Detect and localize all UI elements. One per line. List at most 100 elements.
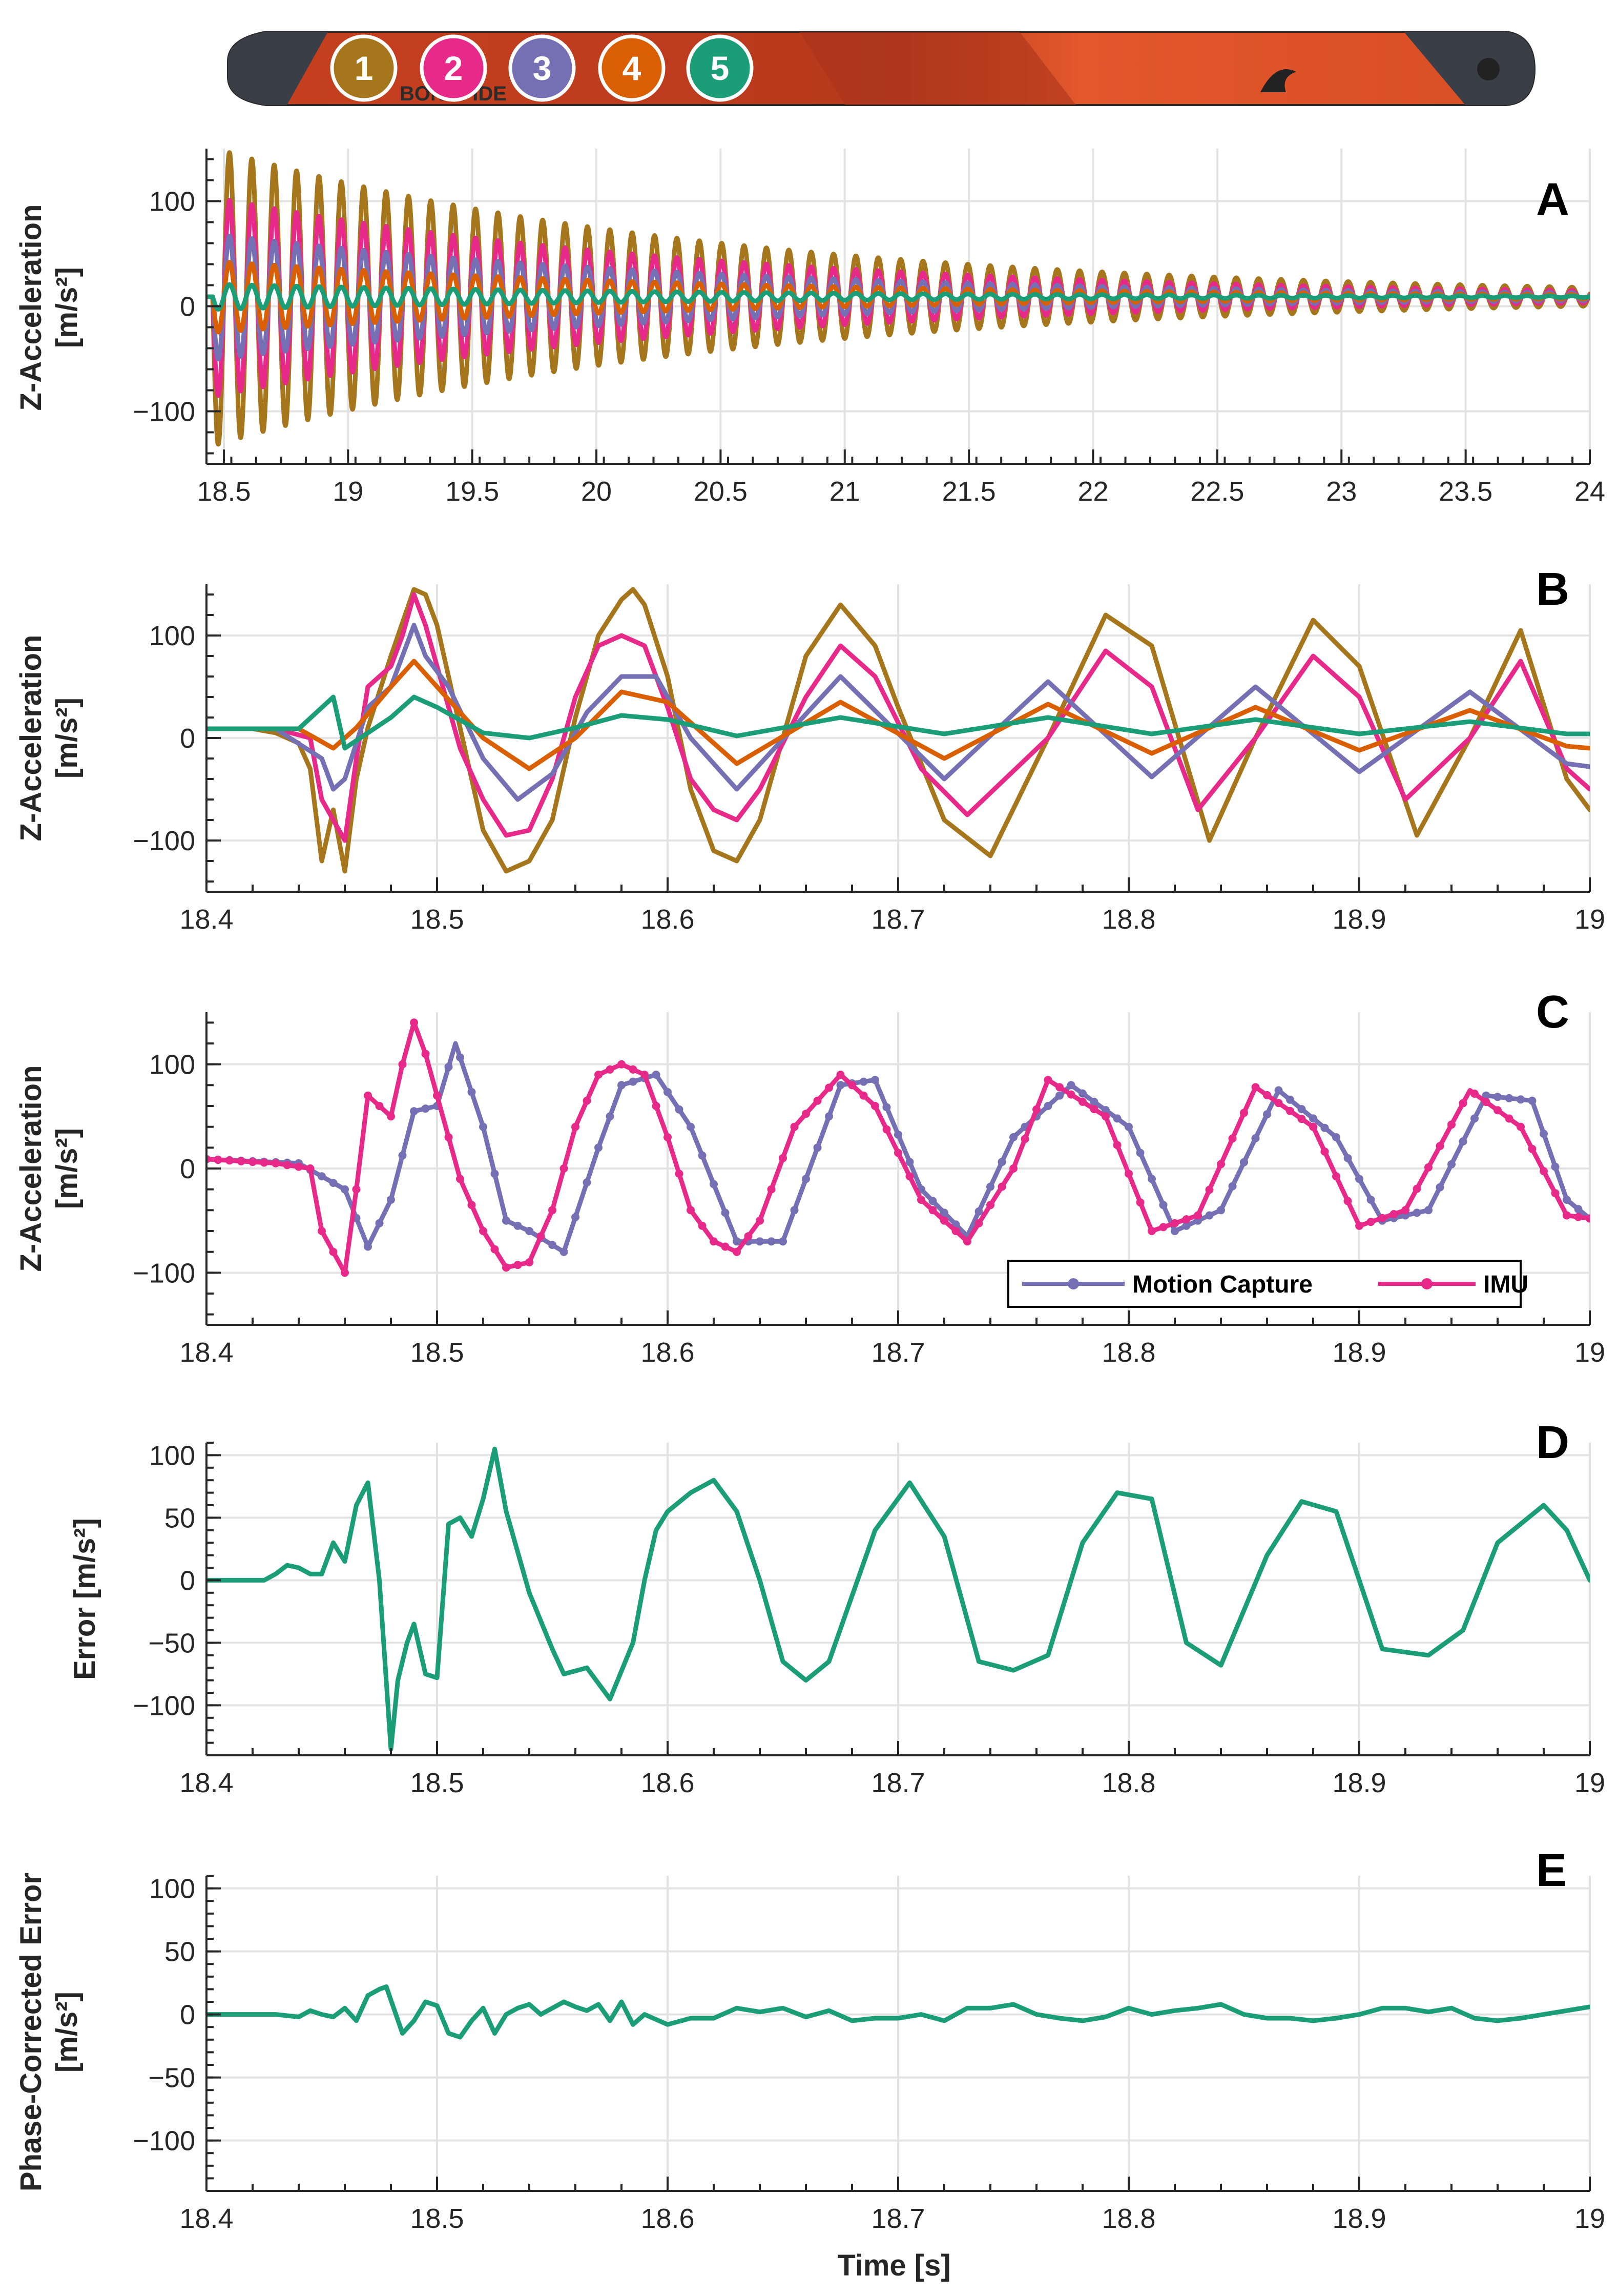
ski-marker-4 bbox=[598, 34, 666, 102]
series-point-c-imu bbox=[536, 1232, 545, 1241]
series-point-c-imu bbox=[433, 1091, 441, 1100]
series-point-c-motion-capture bbox=[1297, 1105, 1306, 1114]
series-point-c-imu bbox=[1102, 1112, 1110, 1121]
series-point-c-motion-capture bbox=[905, 1158, 914, 1166]
x-tick-label-b: 18.6 bbox=[640, 904, 694, 935]
ylabel-a-line2: [m/s²] bbox=[50, 267, 84, 348]
series-point-c-imu bbox=[479, 1227, 487, 1235]
ski-marker-label-1: 1 bbox=[355, 49, 374, 87]
series-point-c-imu bbox=[283, 1161, 292, 1170]
series-point-c-motion-capture bbox=[928, 1197, 937, 1205]
series-point-c-motion-capture bbox=[1228, 1182, 1237, 1191]
series-point-c-imu bbox=[214, 1156, 222, 1164]
series-point-c-motion-capture bbox=[1205, 1211, 1214, 1220]
series-point-c-motion-capture bbox=[479, 1122, 487, 1131]
series-point-c-imu bbox=[1286, 1106, 1294, 1115]
series-point-c-motion-capture bbox=[1355, 1175, 1363, 1183]
series-point-c-imu bbox=[1320, 1147, 1329, 1156]
series-point-c-motion-capture bbox=[1136, 1149, 1145, 1157]
series-point-c-imu bbox=[456, 1175, 464, 1183]
series-point-c-motion-capture bbox=[1067, 1081, 1075, 1090]
x-tick-label-c: 18.5 bbox=[410, 1337, 464, 1368]
series-point-c-imu bbox=[825, 1083, 833, 1092]
ski-tip-dark bbox=[1404, 32, 1534, 105]
series-point-c-motion-capture bbox=[1309, 1114, 1317, 1123]
series-point-c-motion-capture bbox=[698, 1151, 707, 1160]
ski-tail-dark bbox=[228, 32, 328, 105]
series-point-c-imu bbox=[1113, 1141, 1122, 1150]
series-point-c-imu bbox=[1574, 1213, 1583, 1221]
series-point-c-imu bbox=[1205, 1185, 1214, 1194]
y-tick-label-e: 0 bbox=[180, 2000, 195, 2031]
series-point-c-imu bbox=[583, 1096, 591, 1105]
series-point-c-motion-capture bbox=[790, 1206, 799, 1215]
series-point-c-motion-capture bbox=[444, 1062, 453, 1071]
series-point-c-imu bbox=[490, 1245, 499, 1254]
series-point-c-motion-capture bbox=[1251, 1134, 1260, 1142]
series-point-c-motion-capture bbox=[1413, 1208, 1421, 1217]
ski-marker-label-4: 4 bbox=[623, 49, 641, 87]
series-point-c-motion-capture bbox=[802, 1175, 810, 1183]
series-point-c-imu bbox=[1055, 1083, 1064, 1092]
series-point-c-motion-capture bbox=[1171, 1227, 1179, 1235]
series-point-c-imu bbox=[1389, 1210, 1398, 1218]
series-point-c-imu bbox=[1355, 1221, 1363, 1230]
series-point-c-motion-capture bbox=[710, 1180, 718, 1188]
series-point-c-motion-capture bbox=[663, 1088, 672, 1096]
series-point-c-imu bbox=[352, 1185, 361, 1194]
series-point-c-motion-capture bbox=[1044, 1102, 1052, 1110]
series-point-c-imu bbox=[848, 1081, 856, 1090]
series-point-c-motion-capture bbox=[421, 1104, 430, 1113]
series-point-c-imu bbox=[767, 1185, 776, 1194]
legend-label-motion-capture: Motion Capture bbox=[1132, 1271, 1313, 1298]
y-tick-label-e: −100 bbox=[133, 2126, 195, 2157]
y-tick-label-d: −100 bbox=[133, 1690, 195, 1721]
panel-d: 18.4 18.5 18.6 18.7 18.8 18.9 19 −100 −50 0 50 100 bbox=[133, 1440, 1605, 1798]
series-point-c-imu bbox=[1182, 1215, 1191, 1224]
series-group-d bbox=[206, 1446, 1590, 1752]
x-tick-label-e: 18.8 bbox=[1102, 2203, 1155, 2234]
series-point-c-motion-capture bbox=[998, 1158, 1006, 1166]
series-point-c-motion-capture bbox=[1286, 1095, 1294, 1104]
panel-a: 18.5 19 19.5 20 20.5 21 21.5 22 22.5 23 23.5 24 −100… bbox=[133, 149, 1605, 507]
series-point-c-imu bbox=[1470, 1090, 1479, 1098]
series-point-c-motion-capture bbox=[1574, 1205, 1583, 1214]
ylabel-b-line1: Z-Acceleration bbox=[14, 635, 48, 842]
series-point-c-imu bbox=[571, 1122, 579, 1131]
series-group-c bbox=[206, 1018, 1590, 1277]
series-point-c-imu bbox=[594, 1071, 603, 1079]
legend-marker-motion-capture bbox=[1068, 1278, 1079, 1289]
series-point-c-motion-capture bbox=[1078, 1089, 1087, 1098]
series-point-c-motion-capture bbox=[1459, 1137, 1467, 1146]
series-point-c-imu bbox=[513, 1261, 522, 1269]
x-tick-label-e: 18.6 bbox=[640, 2203, 694, 2234]
x-tick-label-b: 18.5 bbox=[410, 904, 464, 935]
series-point-c-imu bbox=[1528, 1144, 1537, 1153]
series-point-c-motion-capture bbox=[825, 1112, 833, 1121]
series-point-c-imu bbox=[1090, 1105, 1098, 1114]
series-point-c-imu bbox=[467, 1201, 476, 1210]
series-point-c-imu bbox=[410, 1018, 418, 1027]
x-tick-label-c: 18.9 bbox=[1332, 1337, 1386, 1368]
x-tick-label-a: 21.5 bbox=[942, 476, 996, 507]
series-point-c-imu bbox=[1401, 1206, 1409, 1215]
series-point-c-motion-capture bbox=[606, 1112, 614, 1121]
x-tick-label-d: 19 bbox=[1574, 1768, 1605, 1798]
series-point-c-motion-capture bbox=[986, 1182, 994, 1191]
series-point-c-imu bbox=[1274, 1099, 1283, 1108]
series-point-c-imu bbox=[1332, 1172, 1340, 1181]
series-point-c-imu bbox=[721, 1242, 730, 1251]
series-point-c-motion-capture bbox=[974, 1207, 983, 1216]
series-point-c-imu bbox=[928, 1206, 937, 1215]
series-point-c-motion-capture bbox=[1217, 1206, 1225, 1215]
y-tick-label-b: −100 bbox=[133, 826, 195, 856]
ylabel-a-line1: Z-Acceleration bbox=[14, 204, 48, 411]
series-point-c-imu bbox=[548, 1206, 556, 1215]
series-point-c-motion-capture bbox=[1148, 1175, 1156, 1183]
series-point-c-imu bbox=[1021, 1135, 1029, 1143]
series-point-c-motion-capture bbox=[1528, 1096, 1537, 1105]
x-tick-label-b: 18.4 bbox=[179, 904, 233, 935]
x-tick-label-e: 19 bbox=[1574, 2203, 1605, 2234]
y-tick-label-d: 50 bbox=[164, 1503, 195, 1533]
